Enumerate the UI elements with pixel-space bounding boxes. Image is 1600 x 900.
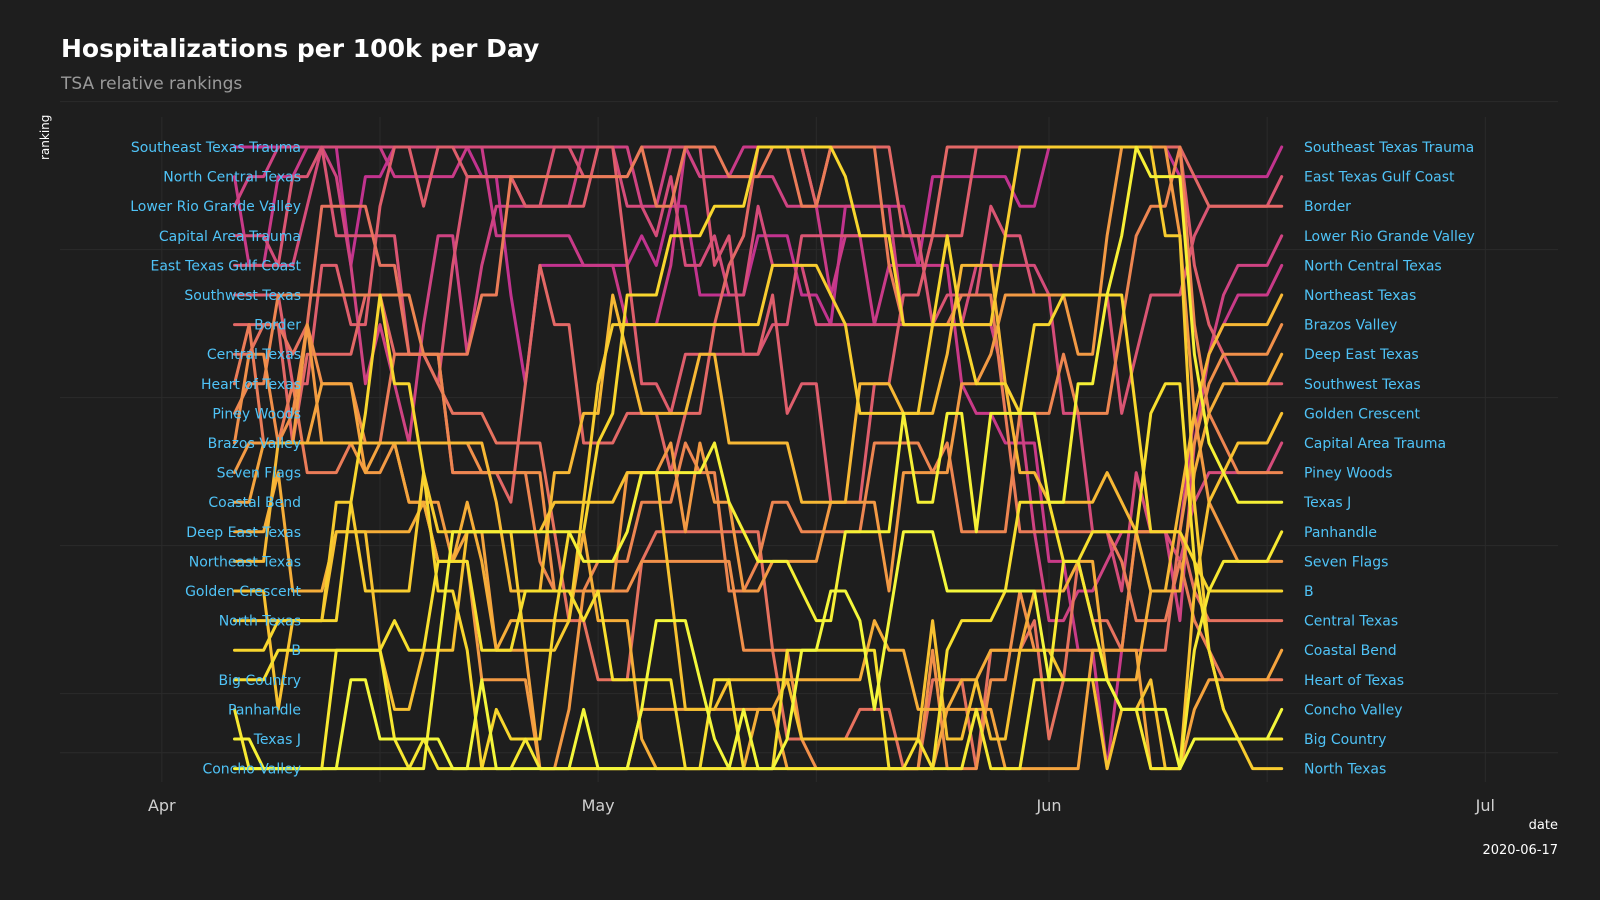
x-tick-label: May (582, 796, 615, 815)
x-axis-label: date (1528, 818, 1558, 833)
right-label: Big Country (1304, 732, 1386, 748)
left-label: Southeast Texas Trauma (131, 140, 301, 156)
right-label: Lower Rio Grande Valley (1304, 229, 1475, 245)
svg-text:Apr: Apr (148, 796, 176, 815)
left-label: Northeast Texas (189, 554, 301, 570)
svg-text:Jul: Jul (1475, 796, 1495, 815)
right-label: Piney Woods (1304, 466, 1393, 482)
series-lines (233, 145, 1284, 771)
series-line (233, 530, 1284, 771)
left-label: Coastal Bend (208, 495, 301, 511)
chart-subtitle: TSA relative rankings (61, 74, 243, 94)
x-tick-label: Apr (148, 796, 176, 815)
right-label: Brazos Valley (1304, 318, 1397, 334)
left-label: Seven Flags (217, 466, 301, 482)
series-line (233, 145, 1284, 771)
date-caption: 2020-06-17 (1482, 843, 1558, 858)
chart-title: Hospitalizations per 100k per Day (61, 34, 540, 63)
right-label: East Texas Gulf Coast (1304, 170, 1455, 186)
right-label: Coastal Bend (1304, 643, 1397, 659)
left-label: Brazos Valley (208, 436, 301, 452)
left-label: Piney Woods (212, 406, 301, 422)
left-label: Lower Rio Grande Valley (130, 199, 301, 215)
right-label: Seven Flags (1304, 554, 1388, 570)
left-label: Big Country (219, 673, 301, 689)
left-label: B (291, 643, 301, 659)
x-axis: Apr May Jun Jul (148, 796, 1495, 815)
left-label: North Central Texas (163, 170, 301, 186)
right-label: Deep East Texas (1304, 347, 1419, 363)
grid (60, 101, 1558, 782)
left-label: Southwest Texas (184, 288, 301, 304)
left-label: Heart of Texas (201, 377, 301, 393)
left-label: Golden Crescent (185, 584, 301, 600)
left-label: North Texas (219, 614, 301, 630)
x-tick-label: Jun (1035, 796, 1061, 815)
right-label: North Central Texas (1304, 258, 1442, 274)
right-label: Concho Valley (1304, 702, 1403, 718)
right-label: Texas J (1303, 495, 1351, 511)
left-label: Central Texas (207, 347, 301, 363)
svg-text:Jun: Jun (1035, 796, 1061, 815)
x-tick-label: Jul (1475, 796, 1495, 815)
right-label: Heart of Texas (1304, 673, 1404, 689)
left-label: Concho Valley (202, 762, 301, 778)
right-label: B (1304, 584, 1314, 600)
right-label: Golden Crescent (1304, 406, 1420, 422)
right-label: Northeast Texas (1304, 288, 1416, 304)
plot-panel (60, 117, 1558, 782)
left-labels: Southeast Texas Trauma North Central Texa… (130, 140, 301, 778)
series-line (233, 411, 1284, 771)
right-label: Panhandle (1304, 525, 1377, 541)
left-label: Deep East Texas (186, 525, 301, 541)
right-label: Central Texas (1304, 614, 1398, 630)
right-labels: Southeast Texas Trauma East Texas Gulf Co… (1303, 140, 1475, 778)
svg-text:May: May (582, 796, 615, 815)
right-label: Southeast Texas Trauma (1304, 140, 1474, 156)
left-label: Capital Area Trauma (159, 229, 301, 245)
right-label: Border (1304, 199, 1351, 215)
series-line (233, 145, 1284, 771)
right-label: Southwest Texas (1304, 377, 1421, 393)
right-label: Capital Area Trauma (1304, 436, 1446, 452)
left-label: Border (254, 318, 301, 334)
right-label: North Texas (1304, 762, 1386, 778)
left-label: Panhandle (228, 702, 301, 718)
left-label: East Texas Gulf Coast (151, 258, 302, 274)
left-label: Texas J (253, 732, 301, 748)
series-line (233, 263, 1284, 593)
